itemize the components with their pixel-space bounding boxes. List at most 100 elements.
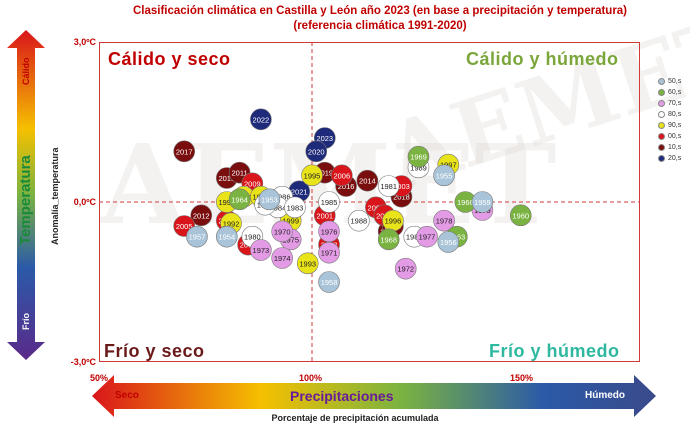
quadrant-bottom-left: Frío y seco <box>104 341 205 361</box>
point-marker <box>271 220 293 243</box>
point-label: 1953 <box>261 195 278 204</box>
data-point-1960: 1960 <box>509 204 532 227</box>
point-marker <box>271 247 293 269</box>
point-marker <box>433 209 455 232</box>
data-point-1970: 1970 <box>271 220 293 243</box>
legend-swatch <box>658 100 665 107</box>
data-point-1983: 1983 <box>284 196 306 219</box>
point-label: 1986 <box>274 193 291 202</box>
legend-item-60s: 60,s <box>658 87 681 98</box>
point-label: 1955 <box>436 171 453 180</box>
point-label: 1977 <box>419 233 436 242</box>
x-tick-150: 150% <box>510 373 534 383</box>
point-label: 1997 <box>440 161 457 170</box>
point-marker <box>216 225 238 248</box>
point-label: 2020 <box>308 147 325 156</box>
point-marker <box>190 204 213 227</box>
point-marker <box>356 169 379 192</box>
point-label: 1974 <box>274 254 291 263</box>
point-marker <box>437 231 460 253</box>
point-label: 1996 <box>385 217 402 226</box>
point-marker <box>296 252 319 275</box>
point-label: 1969 <box>410 153 427 162</box>
legend-swatch <box>658 155 665 162</box>
point-label: 1988 <box>351 217 368 226</box>
legend-item-70s: 70,s <box>658 98 681 109</box>
data-point-2012: 2012 <box>190 204 213 227</box>
point-label: 1999 <box>282 217 299 226</box>
chart-title: Clasificación climática en Castilla y Le… <box>132 5 628 17</box>
legend-label: 70,s <box>668 100 682 107</box>
point-label: 1957 <box>189 233 206 242</box>
data-point-1969: 1969 <box>407 145 430 168</box>
point-label: 2002 <box>368 203 385 212</box>
point-marker <box>186 225 208 248</box>
legend-label: 20,s <box>668 155 682 162</box>
point-label: 2019 <box>316 169 333 178</box>
legend-item-90s: 90,s <box>658 120 681 131</box>
point-label: 1984 <box>270 203 287 212</box>
y-tick-bottom: -3,0ºC <box>70 357 96 367</box>
point-marker <box>258 188 281 211</box>
chart-subtitle: (referencia climática 1991-2020) <box>293 20 467 32</box>
point-label: 1966 <box>457 198 474 207</box>
legend-label: 80,s <box>668 111 682 118</box>
point-label: 1958 <box>321 278 338 287</box>
point-marker <box>509 204 532 227</box>
point-label: 2014 <box>359 177 376 186</box>
legend-swatch <box>658 144 665 151</box>
precipitation-axis-title: Precipitaciones <box>290 388 394 404</box>
point-label: 1987 <box>406 233 423 242</box>
data-point-1988: 1988 <box>348 209 370 232</box>
point-label: 2001 <box>316 211 333 220</box>
point-label: 1964 <box>231 195 248 204</box>
point-label: 2009 <box>244 179 261 188</box>
point-label: 2011 <box>232 169 248 178</box>
point-label: 1954 <box>218 233 235 242</box>
point-label: 1975 <box>282 235 299 244</box>
point-label: 1973 <box>253 246 270 255</box>
point-marker <box>348 209 370 232</box>
point-label: 2021 <box>291 187 308 196</box>
data-point-1973: 1973 <box>250 239 272 261</box>
point-label: 2018 <box>393 193 410 202</box>
data-point-1978: 1978 <box>433 209 455 232</box>
x-tick-100: 100% <box>299 373 323 383</box>
point-label: 1971 <box>321 249 338 258</box>
data-point-1959: 1959 <box>471 191 494 213</box>
quadrant-bottom-right: Frío y húmedo <box>489 341 620 361</box>
data-point-1971: 1971 <box>318 241 340 264</box>
point-label: 1998 <box>218 198 235 207</box>
point-marker <box>377 228 400 251</box>
data-point-1968: 1968 <box>377 228 400 251</box>
data-point-1981: 1981 <box>377 175 400 197</box>
point-marker <box>250 239 272 261</box>
data-point-1958: 1958 <box>318 271 340 293</box>
legend-swatch <box>658 122 665 129</box>
legend-item-50s: 50,s <box>658 76 681 87</box>
data-point-2006: 2006 <box>331 164 353 187</box>
point-marker <box>471 191 494 213</box>
point-label: 1995 <box>304 171 321 180</box>
data-point-2022: 2022 <box>250 108 272 131</box>
point-label: 2015 <box>218 174 235 183</box>
point-label: 1983 <box>287 203 304 212</box>
data-point-1964: 1964 <box>228 188 251 211</box>
data-point-1957: 1957 <box>186 225 208 248</box>
point-label: 1960 <box>512 211 529 220</box>
data-point-1956: 1956 <box>437 231 460 253</box>
data-point-2017: 2017 <box>173 140 195 163</box>
legend-label: 00,s <box>668 133 682 140</box>
point-label: 1978 <box>436 217 453 226</box>
data-point-1974: 1974 <box>271 247 293 269</box>
x-tick-50: 50% <box>90 373 109 383</box>
point-label: 1959 <box>474 198 491 207</box>
data-point-1996: 1996 <box>382 209 404 232</box>
point-marker <box>318 220 340 243</box>
point-label: 1970 <box>274 227 291 236</box>
legend-item-00s: 00,s <box>658 131 681 142</box>
point-marker <box>433 164 455 187</box>
point-label: 1981 <box>380 182 397 191</box>
quadrant-top-left: Cálido y seco <box>108 49 231 69</box>
